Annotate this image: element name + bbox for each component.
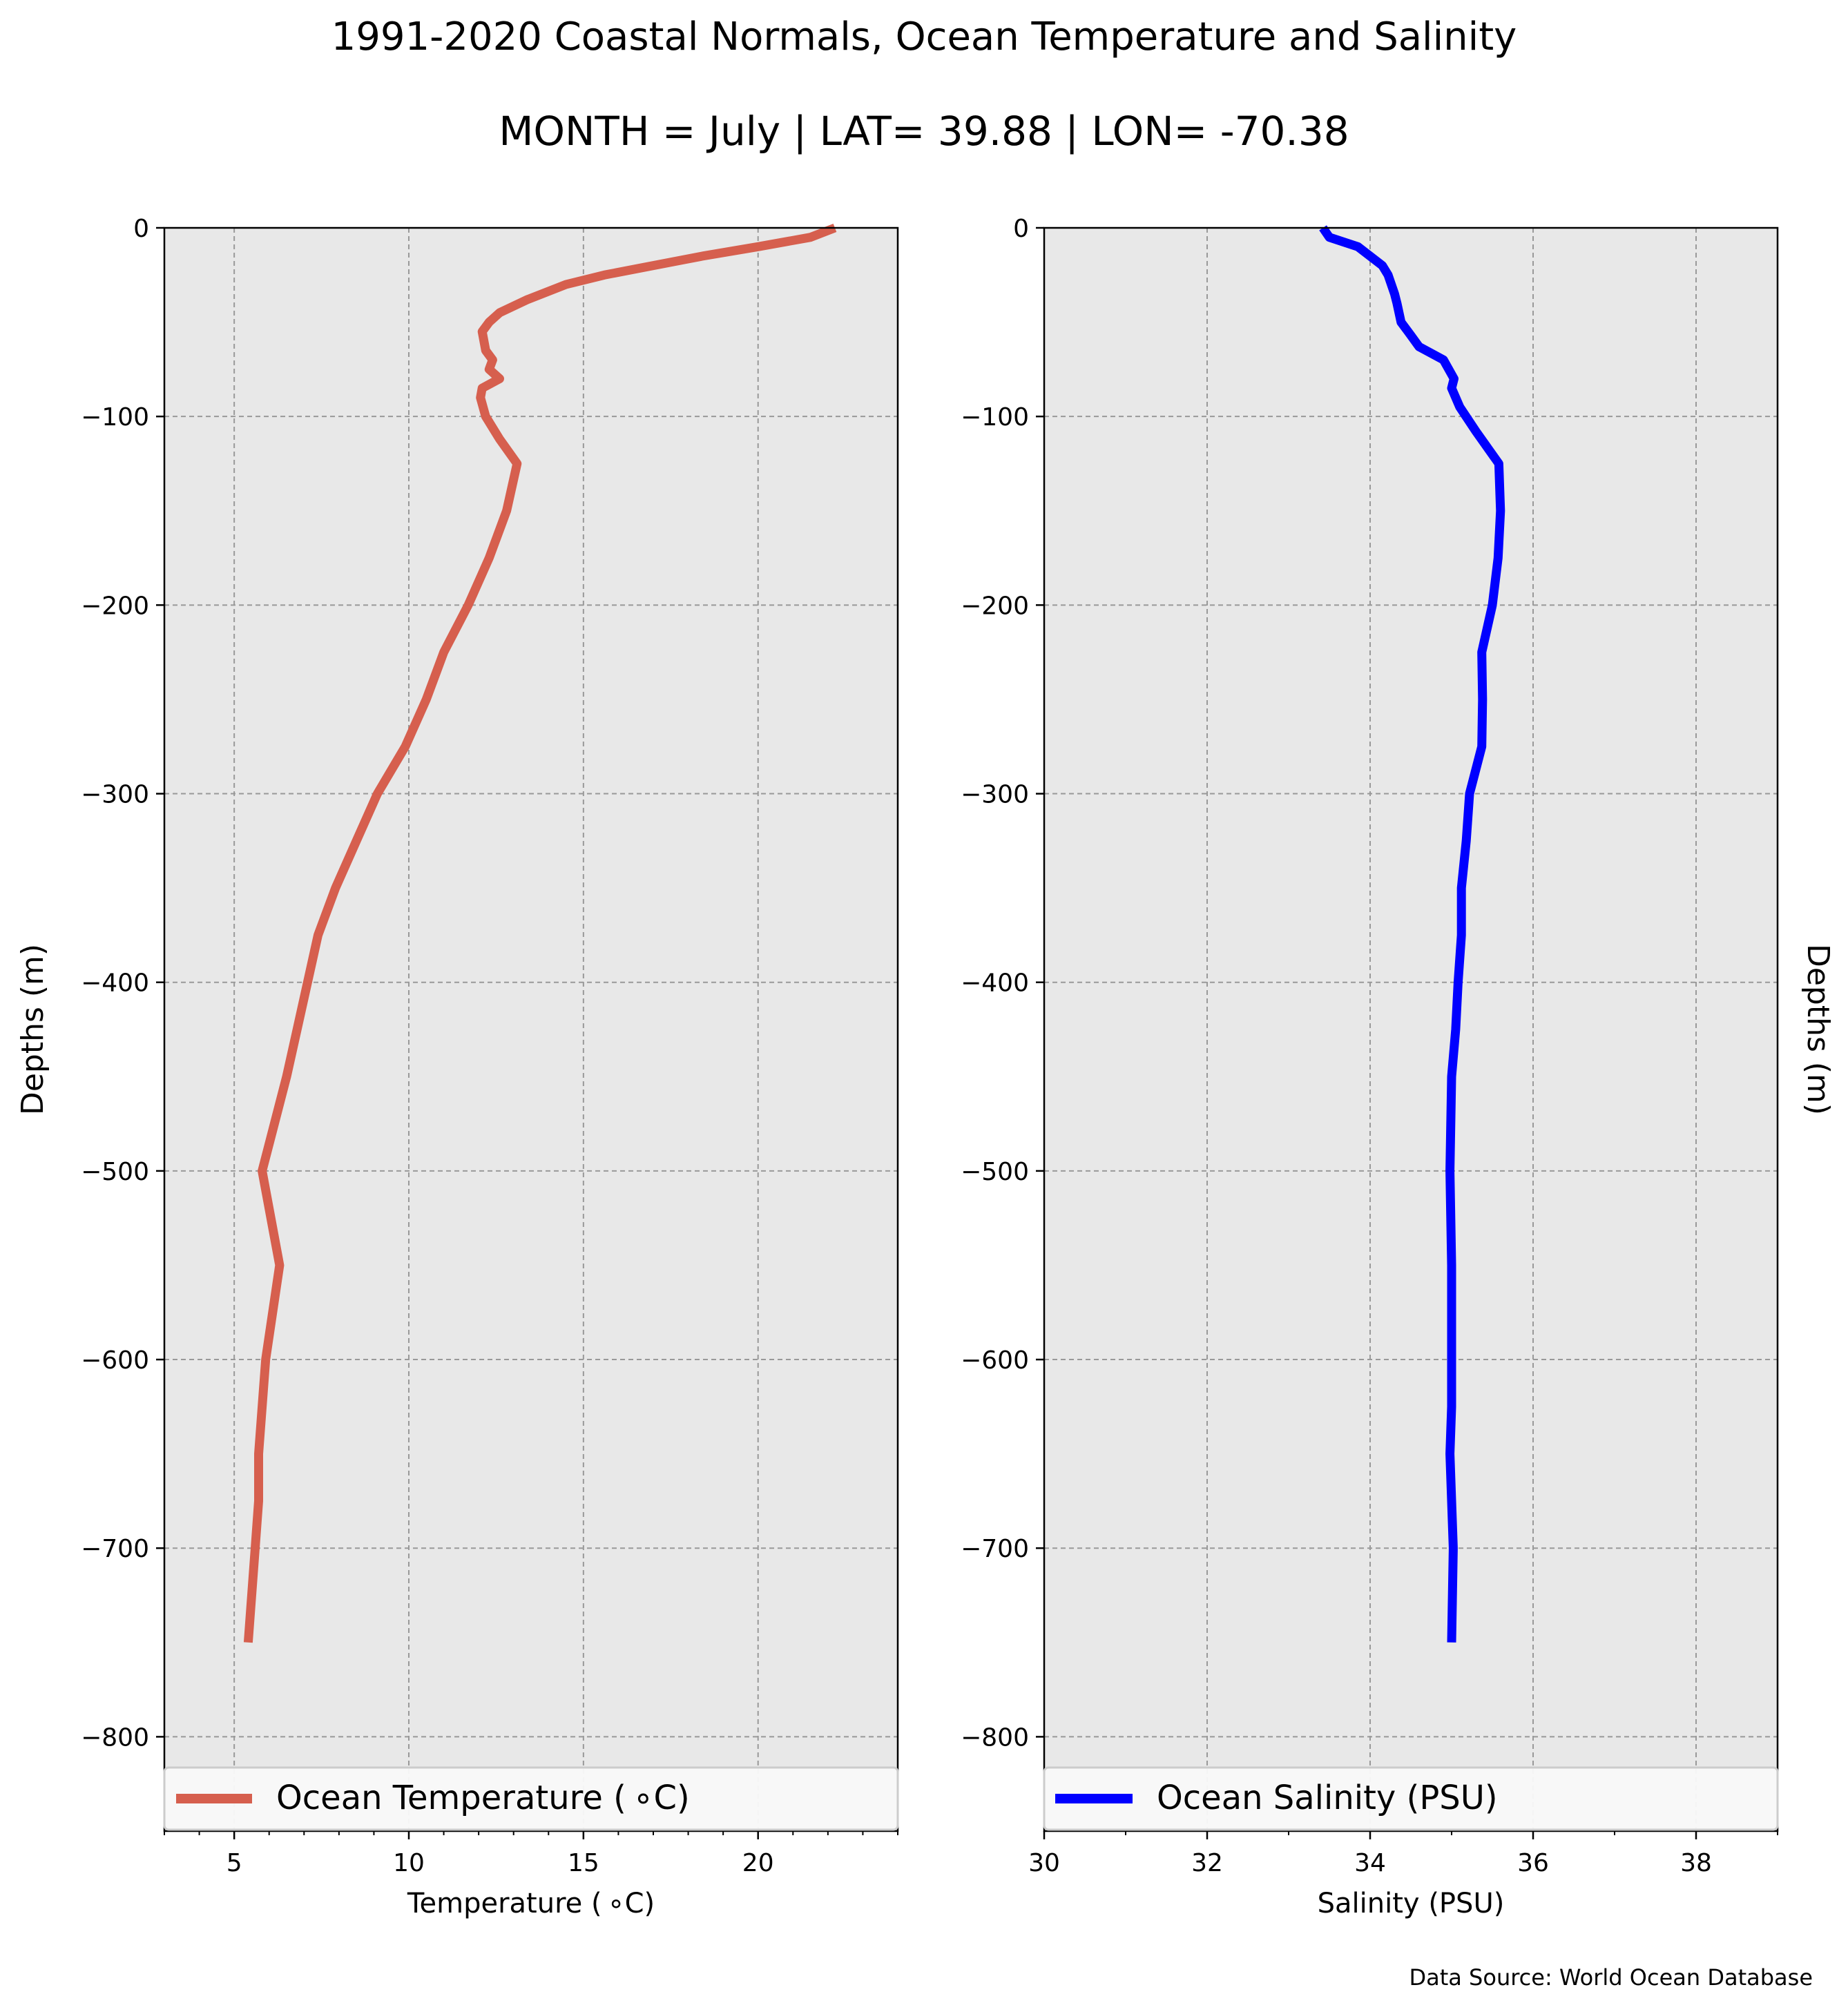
data-source-footer: Data Source: World Ocean Database — [1409, 1964, 1813, 1991]
y-tick-label: −100 — [81, 403, 149, 432]
y-tick-label: −100 — [961, 403, 1029, 432]
y-axis-label: Depths (m) — [15, 944, 50, 1115]
legend-label: Ocean Temperature ( ∘C) — [276, 1779, 690, 1817]
chart-subtitle: MONTH = July | LAT= 39.88 | LON= -70.38 — [499, 108, 1349, 155]
x-axis-label: Temperature ( ∘C) — [407, 1888, 655, 1919]
x-tick-label: 20 — [742, 1849, 774, 1877]
x-tick-label: 10 — [393, 1849, 425, 1877]
y-axis-label: Depths (m) — [1800, 944, 1836, 1115]
x-tick-label: 32 — [1191, 1849, 1223, 1877]
y-tick-label: −600 — [961, 1346, 1029, 1375]
x-tick-label: 38 — [1680, 1849, 1712, 1877]
temperature-panel: 5 10 15 20 0 −100 −200 −300 −400 −500 −600 −700 −800… — [15, 215, 899, 1919]
plot-area — [1044, 228, 1778, 1831]
x-tick-label: 5 — [227, 1849, 242, 1877]
chart-title: 1991-2020 Coastal Normals, Ocean Tempera… — [331, 14, 1517, 59]
y-tick-label: −200 — [81, 592, 149, 620]
y-tick-label: −400 — [961, 969, 1029, 998]
legend: Ocean Temperature ( ∘C) — [163, 1766, 899, 1831]
x-axis-label: Salinity (PSU) — [1318, 1888, 1505, 1919]
legend-box — [163, 1766, 899, 1831]
series-line — [243, 223, 837, 1643]
plot-frame — [163, 226, 899, 1832]
x-tick-label: 34 — [1354, 1849, 1386, 1877]
y-tick-label: −400 — [81, 969, 149, 998]
plot-area — [164, 228, 898, 1831]
y-tick-label: −800 — [81, 1723, 149, 1752]
y-tick-label: −500 — [81, 1158, 149, 1186]
salinity-panel: 30 32 34 36 38 0 −100 −200 −300 −400 −500 −600 −700 −… — [961, 215, 1836, 1919]
legend-box — [1043, 1766, 1779, 1831]
x-tick-label: 15 — [568, 1849, 599, 1877]
y-tick-label: −700 — [81, 1535, 149, 1563]
y-tick-label: −800 — [961, 1723, 1029, 1752]
x-tick-label: 30 — [1028, 1849, 1060, 1877]
y-tick-label: −300 — [961, 781, 1029, 809]
y-tick-label: 0 — [133, 215, 149, 243]
y-tick-label: −500 — [961, 1158, 1029, 1186]
y-tick-label: 0 — [1013, 215, 1029, 243]
legend-label: Ocean Salinity (PSU) — [1157, 1779, 1498, 1817]
plot-frame — [1043, 226, 1779, 1832]
legend: Ocean Salinity (PSU) — [1043, 1766, 1779, 1831]
y-tick-label: −200 — [961, 592, 1029, 620]
y-tick-label: −600 — [81, 1346, 149, 1375]
y-tick-label: −300 — [81, 781, 149, 809]
series-line — [1319, 225, 1505, 1643]
x-tick-label: 36 — [1517, 1849, 1549, 1877]
y-tick-label: −700 — [961, 1535, 1029, 1563]
